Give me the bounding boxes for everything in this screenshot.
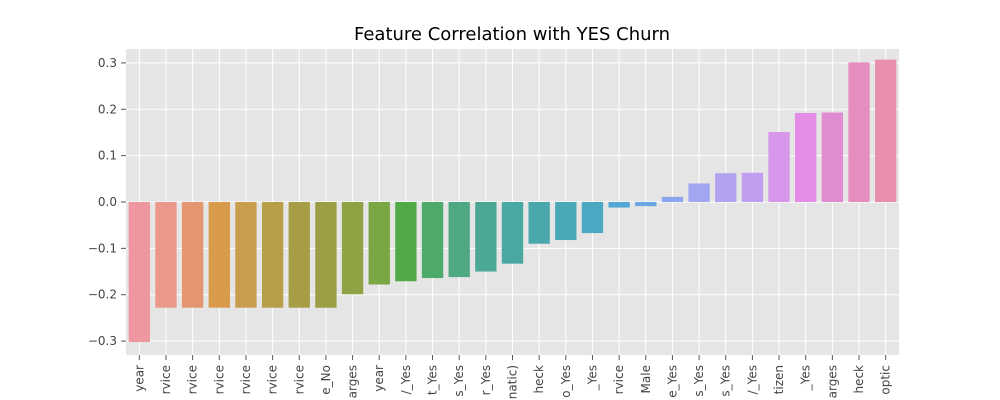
bar [501,202,524,264]
x-tick-label: o_Yes [559,365,573,398]
y-tick-label: 0.0 [98,195,117,209]
x-tick-label: natic) [506,365,520,399]
x-tick-label: s_Yes [719,365,733,397]
x-tick-label: rvice [212,365,226,394]
x-tick-label: /_Yes [399,365,413,394]
y-tick-label: −0.2 [88,288,117,302]
y-tick-label: 0.3 [98,56,117,70]
x-tick-label: tizen [772,365,786,394]
y-tick-label: 0.2 [98,102,117,116]
x-tick-label: s_Yes [692,365,706,397]
bar [581,202,604,234]
bar [848,62,870,203]
x-tick-label: rvice [292,365,306,394]
bar [368,202,390,285]
x-tick-label: r_Yes [479,365,493,395]
bar [741,172,764,202]
x-tick-label: rvice [159,365,173,394]
x-tick-label: _Yes [585,365,599,391]
y-tick-label: −0.1 [88,241,117,255]
y-tick-label: −0.3 [88,334,117,348]
x-tick-label: Male [639,365,653,393]
x-tick-label: heck [532,365,546,394]
bar [395,202,417,282]
x-tick-label: arges [346,365,360,398]
x-tick-label: rvice [239,365,253,394]
bar [875,59,897,202]
bar [315,202,337,308]
chart-title: Feature Correlation with YES Churn [354,24,670,45]
bar [528,202,550,244]
bar [608,202,630,208]
x-tick-label: _Yes [799,365,813,391]
x-tick-label: year [132,365,146,392]
x-tick-label: rvice [186,365,200,394]
bar [288,202,310,308]
bar [475,202,497,272]
bar [795,112,817,202]
x-tick-label: s_Yes [452,365,466,397]
bar [555,202,577,241]
y-tick-label: 0.1 [98,149,117,163]
x-tick-label: e_No [319,365,333,395]
x-tick-label: year [372,365,386,392]
bar [235,202,257,308]
bar [181,202,204,308]
bar [341,202,364,295]
bar [421,202,444,279]
x-tick-label: optic [879,365,893,395]
x-tick-label: t_Yes [426,365,440,395]
bar [768,131,790,202]
bar [635,202,657,207]
bar [128,202,150,343]
x-tick-label: rvice [612,365,626,394]
bar [661,196,684,202]
x-tick-label: e_Yes [665,365,679,398]
x-tick-label: arges [825,365,839,398]
bar [261,202,284,308]
bar [715,173,737,202]
bar [821,112,844,202]
bar [155,202,177,308]
x-tick-label: /_Yes [745,365,759,394]
bar [448,202,470,278]
bar [208,202,230,308]
bar [688,183,710,202]
x-tick-label: rvice [266,365,280,394]
x-tick-label: heck [852,365,866,394]
